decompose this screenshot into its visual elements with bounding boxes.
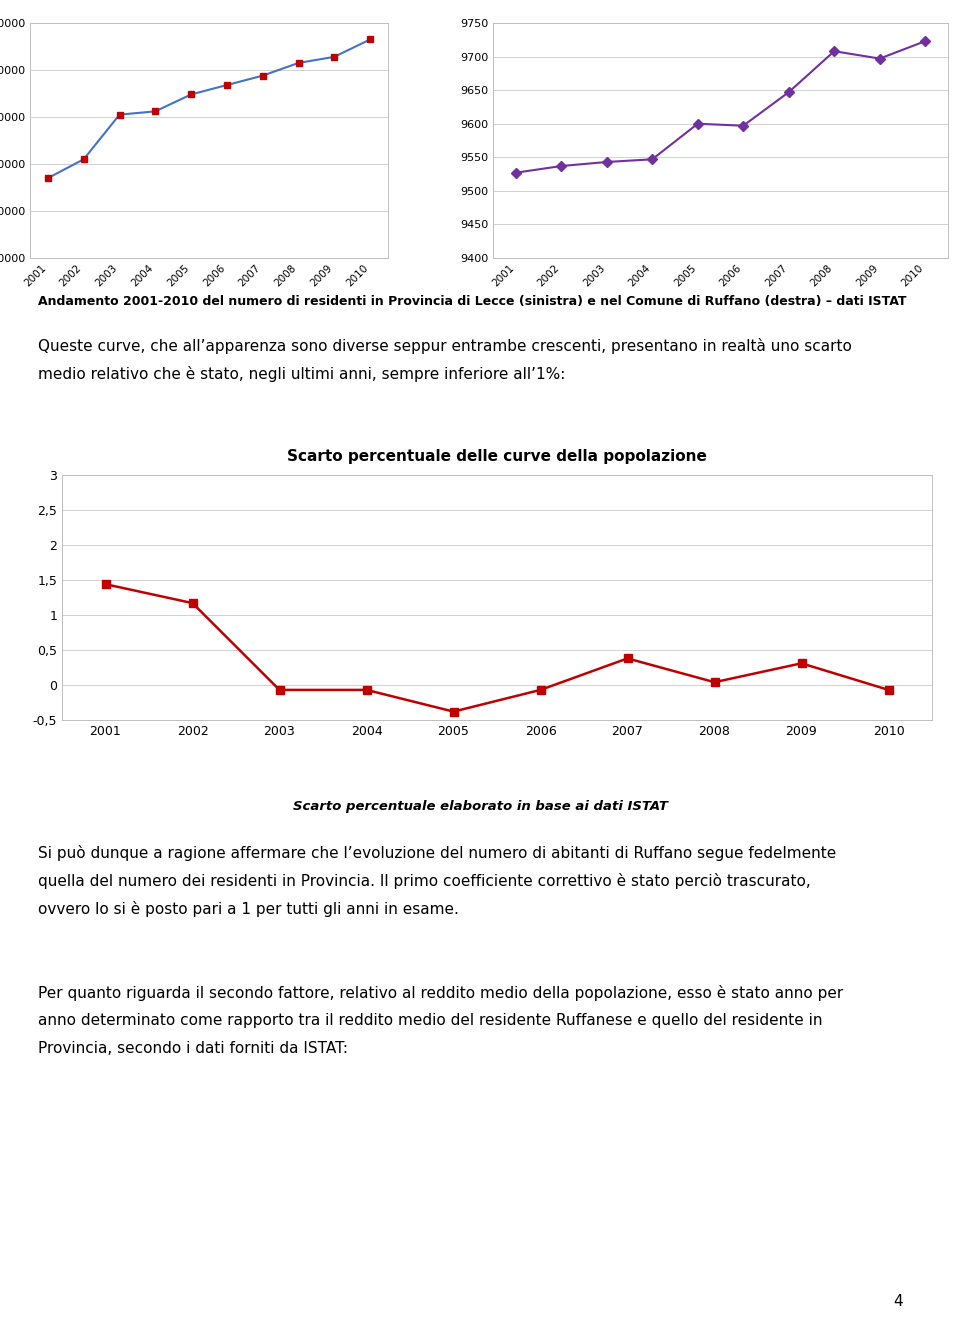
Title: Scarto percentuale delle curve della popolazione: Scarto percentuale delle curve della pop…	[287, 449, 707, 464]
Text: medio relativo che è stato, negli ultimi anni, sempre inferiore all’1%:: medio relativo che è stato, negli ultimi…	[38, 366, 565, 382]
Text: Per quanto riguarda il secondo fattore, relativo al reddito medio della popolazi: Per quanto riguarda il secondo fattore, …	[38, 984, 844, 1000]
Text: anno determinato come rapporto tra il reddito medio del residente Ruffanese e qu: anno determinato come rapporto tra il re…	[38, 1014, 823, 1028]
Text: Scarto percentuale elaborato in base ai dati ISTAT: Scarto percentuale elaborato in base ai …	[293, 800, 667, 814]
Text: Andamento 2001-2010 del numero di residenti in Provincia di Lecce (sinistra) e n: Andamento 2001-2010 del numero di reside…	[38, 295, 907, 307]
Text: Queste curve, che all’apparenza sono diverse seppur entrambe crescenti, presenta: Queste curve, che all’apparenza sono div…	[38, 338, 852, 354]
Text: quella del numero dei residenti in Provincia. Il primo coefficiente correttivo è: quella del numero dei residenti in Provi…	[38, 873, 811, 889]
Text: 4: 4	[893, 1295, 902, 1309]
Text: Si può dunque a ragione affermare che l’evoluzione del numero di abitanti di Ruf: Si può dunque a ragione affermare che l’…	[38, 845, 837, 861]
Text: Provincia, secondo i dati forniti da ISTAT:: Provincia, secondo i dati forniti da IST…	[38, 1041, 348, 1056]
Text: ovvero lo si è posto pari a 1 per tutti gli anni in esame.: ovvero lo si è posto pari a 1 per tutti …	[38, 901, 459, 917]
